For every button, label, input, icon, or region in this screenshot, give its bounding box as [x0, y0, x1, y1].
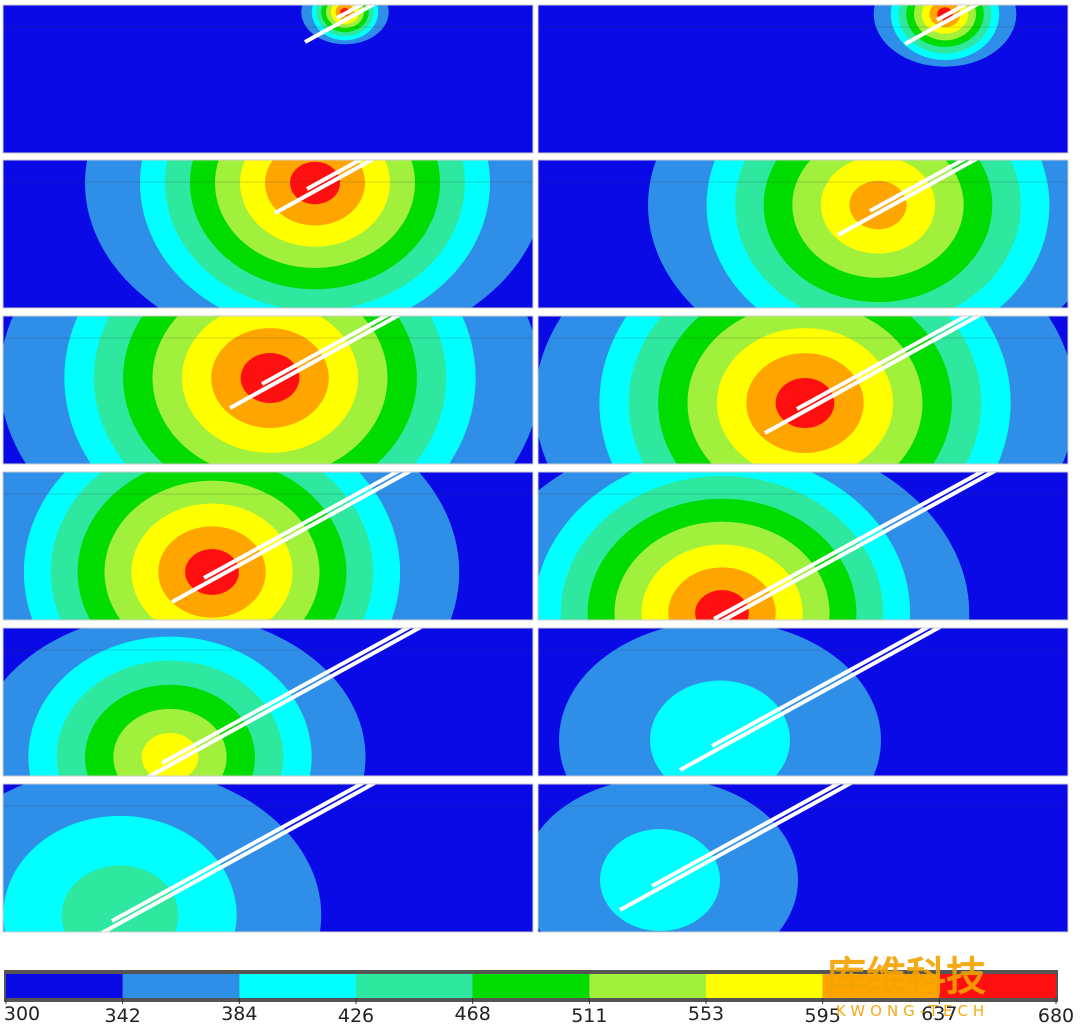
panel: [538, 5, 1068, 153]
contour: [650, 680, 790, 776]
tick-label: 384: [221, 1003, 257, 1025]
panel: [3, 5, 533, 153]
panel: [3, 628, 533, 776]
tool: [711, 628, 931, 748]
panel-frame: [2, 471, 534, 621]
tool: [764, 316, 982, 435]
panel: [538, 628, 1068, 776]
panel-frame: [537, 4, 1069, 154]
panel-frame: [2, 315, 534, 465]
watermark-name: 库维科技: [826, 954, 986, 1000]
colorbar-segment: [239, 974, 356, 998]
panel-frame: [2, 627, 534, 777]
colorbar-segment: [706, 974, 823, 998]
tool: [145, 628, 424, 776]
panel: [3, 160, 533, 308]
panel: [3, 316, 533, 464]
contour: [141, 732, 199, 776]
tick-label: 468: [455, 1003, 491, 1025]
tool: [679, 628, 943, 772]
tool: [261, 316, 390, 386]
panel: [3, 472, 533, 620]
contour: [61, 865, 179, 932]
tool: [274, 160, 376, 215]
colorbar-segment: [356, 974, 473, 998]
tool: [304, 5, 377, 44]
panel: [538, 160, 1068, 308]
tool: [171, 472, 413, 604]
colorbar-segment: [939, 974, 1056, 998]
panel-frame: [2, 4, 534, 154]
tool: [796, 316, 971, 411]
tick-label: 511: [571, 1005, 607, 1027]
panel-frame: [537, 315, 1069, 465]
panel-frame: [2, 159, 534, 309]
colorbar-segment: [822, 974, 940, 998]
panel-frame: [537, 783, 1069, 933]
panel-frame: [537, 471, 1069, 621]
tick-label: 553: [688, 1003, 724, 1025]
watermark-brand: KWONG-TECH: [836, 1002, 989, 1020]
panel-bg: [3, 5, 533, 153]
tool: [99, 784, 377, 932]
tool: [837, 160, 979, 237]
tool: [869, 160, 967, 213]
panel-frame: [537, 627, 1069, 777]
tick-label: 680: [1038, 1005, 1074, 1027]
colorbar-segment: [122, 974, 240, 998]
tick-label: 595: [805, 1005, 841, 1027]
tool: [651, 784, 842, 888]
panel: [538, 784, 1068, 932]
tick-label: 342: [105, 1005, 141, 1027]
panel: [538, 472, 1068, 620]
tool: [161, 628, 412, 765]
panel: [3, 784, 533, 932]
tool: [904, 5, 981, 46]
colorbar-segment: [6, 974, 123, 998]
panel-frame: [2, 783, 534, 933]
colorbar-segment: [589, 974, 706, 998]
tick-label: 300: [4, 1003, 40, 1025]
colorbar: 300 342 384 426 468 511 553 595 637 680: [4, 970, 1074, 1027]
tool: [719, 472, 998, 620]
tick-label: 637: [921, 1003, 957, 1025]
colorbar-segment: [472, 974, 590, 998]
panel: [538, 316, 1068, 464]
tool: [229, 316, 402, 410]
tick-label: 426: [338, 1005, 374, 1027]
tool: [619, 784, 854, 912]
tool: [111, 784, 366, 923]
panel-frame: [537, 159, 1069, 309]
tool: [203, 472, 401, 580]
